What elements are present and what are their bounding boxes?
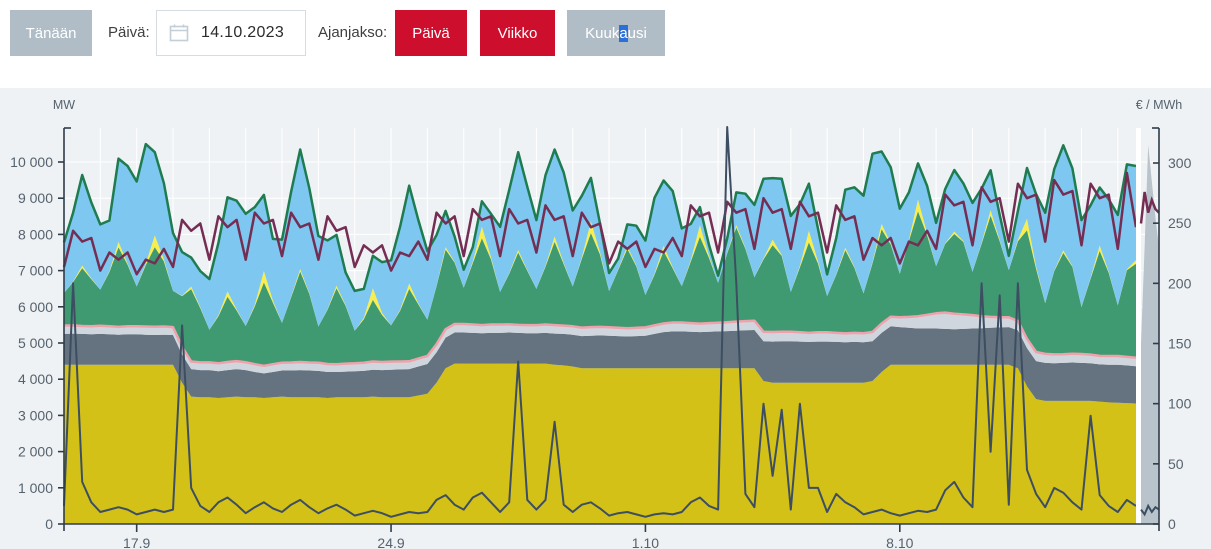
now-marker — [1136, 128, 1141, 524]
x-tick-label: 8.10 — [886, 535, 913, 549]
period-button-piv[interactable]: Päivä — [395, 10, 467, 56]
y-left-tick-label: 4 000 — [18, 371, 53, 387]
y-left-tick-label: 2 000 — [18, 444, 53, 460]
x-tick-label: 24.9 — [377, 535, 404, 549]
area-green — [64, 211, 1136, 366]
y-left-tick-label: 1 000 — [18, 480, 53, 496]
area-light-blue — [64, 144, 1136, 331]
boundary-line-light-gray-band — [63, 311, 1137, 368]
date-value: 14.10.2023 — [201, 24, 285, 41]
x-tick-label: 1.10 — [632, 535, 659, 549]
y-right-tick-label: 250 — [1168, 215, 1192, 231]
y-left-tick-label: 7 000 — [18, 263, 53, 279]
y-right-unit-label: € / MWh — [1136, 98, 1183, 112]
x-tick-label: 17.9 — [123, 535, 150, 549]
y-left-tick-label: 9 000 — [18, 190, 53, 206]
forecast-navy-line — [1140, 503, 1160, 517]
y-left-tick-label: 10 000 — [10, 154, 53, 170]
text-selection: a — [619, 24, 628, 42]
forecast-area — [1141, 144, 1159, 524]
y-left-tick-label: 0 — [45, 516, 53, 532]
y-right-tick-label: 200 — [1168, 275, 1192, 291]
y-right-tick-label: 150 — [1168, 336, 1192, 352]
date-label: Päivä: — [108, 24, 150, 41]
y-right-tick-label: 50 — [1168, 456, 1184, 472]
forecast-maroon-line — [1139, 191, 1160, 224]
axes — [58, 127, 1160, 532]
area-base-yellow — [64, 363, 1136, 524]
calendar-icon — [169, 23, 189, 43]
y-right-tick-label: 300 — [1168, 155, 1192, 171]
date-input[interactable]: 14.10.2023 — [156, 10, 306, 56]
navy-price-line — [63, 126, 1137, 518]
y-right-tick-label: 0 — [1168, 516, 1176, 532]
y-left-tick-label: 3 000 — [18, 407, 53, 423]
period-button-viikko[interactable]: Viikko — [480, 10, 555, 56]
area-bright-yellow — [64, 199, 1136, 331]
chart-section: 0 1 000 2 000 3 000 4 000 5 000 6 000 7 000 8 00… — [0, 88, 1211, 549]
area-gray-band — [64, 326, 1136, 404]
y-left-unit-label: MW — [53, 98, 75, 112]
y-left-tick-label: 6 000 — [18, 299, 53, 315]
production-price-chart: 0 1 000 2 000 3 000 4 000 5 000 6 000 7 000 8 00… — [10, 98, 1192, 549]
period-button-kuukausi[interactable]: Kuukausi — [567, 10, 665, 56]
today-button[interactable]: Tänään — [10, 10, 92, 56]
toolbar: Tänään Päivä: 14.10.2023 Ajanjakso: Päiv… — [0, 0, 1211, 88]
period-label: Ajanjakso: — [318, 24, 388, 41]
maroon-line — [62, 171, 1138, 276]
y-right-tick-label: 100 — [1168, 396, 1192, 412]
y-left-tick-label: 8 000 — [18, 226, 53, 242]
y-left-tick-label: 5 000 — [18, 335, 53, 351]
